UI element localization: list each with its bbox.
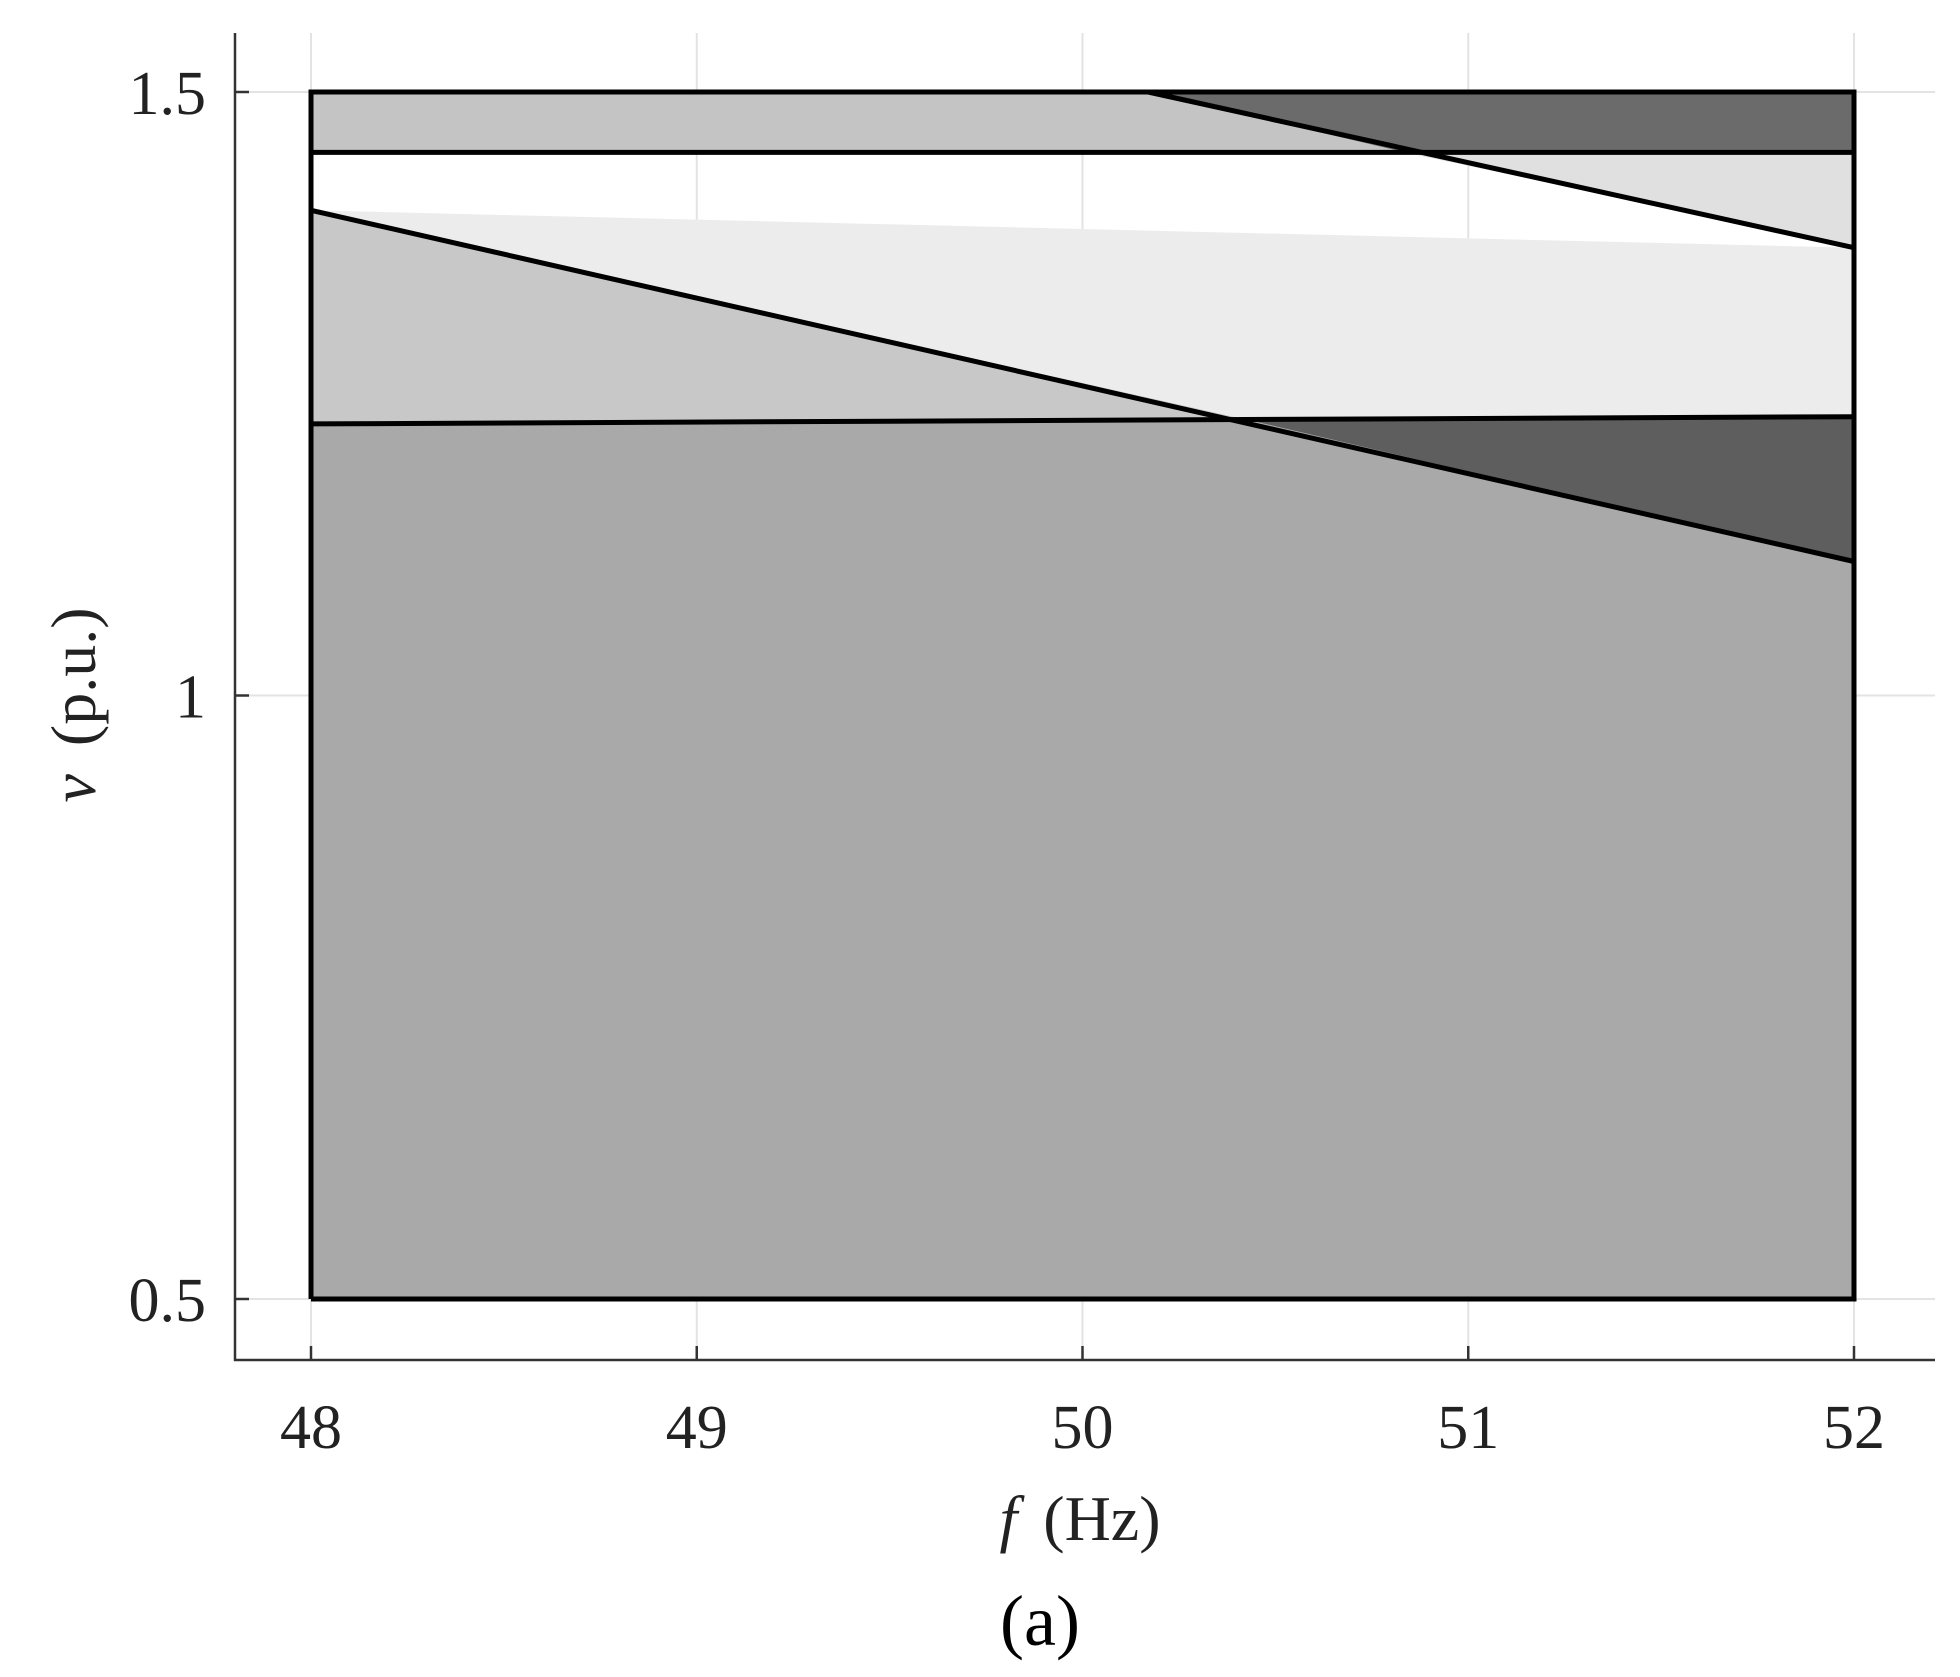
x-tick-label-1: 49	[666, 1394, 728, 1462]
region-layer	[311, 92, 1854, 1300]
axis-layer	[233, 33, 1935, 1362]
x-tick-label-2: 50	[1052, 1394, 1114, 1462]
y-tick-label-0: 0.5	[129, 1267, 207, 1335]
region-0	[311, 419, 1854, 1300]
x-tick-label-4: 52	[1823, 1394, 1885, 1462]
y-tick-label-1: 1	[175, 664, 206, 732]
boundary-line-1	[310, 414, 1855, 427]
panel-label: (a)	[1000, 1581, 1080, 1661]
y-axis-symbol: v	[38, 774, 109, 803]
y-axis-label: v (p.u.)	[38, 607, 109, 802]
region-3	[311, 210, 1854, 420]
region-5	[311, 92, 1411, 154]
boundary-line-0	[308, 89, 1857, 1302]
tick-layer: 48 49 50 51 52 0.5 1 1.5	[129, 60, 1886, 1462]
x-axis-symbol: f	[999, 1483, 1025, 1554]
y-axis-unit: (p.u.)	[38, 607, 109, 746]
region-6	[1148, 92, 1854, 154]
axes-frame	[233, 33, 1935, 1362]
boundary-line-3	[310, 207, 1855, 564]
boundary-line-4	[1147, 89, 1855, 251]
y-tick-label-2: 1.5	[129, 60, 207, 128]
x-tick-label-3: 51	[1437, 1394, 1499, 1462]
x-axis-label: f (Hz)	[999, 1483, 1160, 1554]
x-tick-label-0: 48	[280, 1394, 342, 1462]
x-axis-unit: (Hz)	[1043, 1483, 1160, 1554]
boundary-layer	[308, 89, 1857, 1302]
